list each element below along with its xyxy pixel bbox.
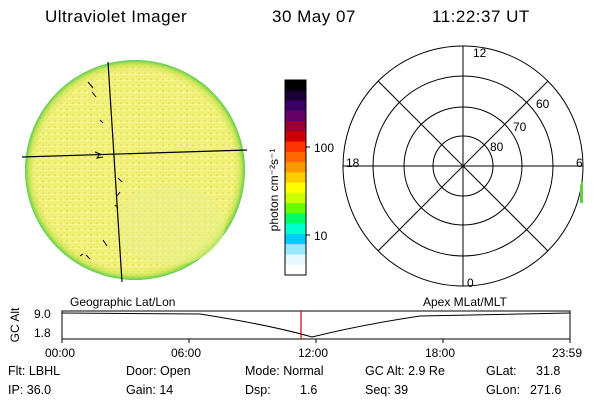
colorbar-stripe [285, 213, 306, 225]
colorbar-stripe [285, 100, 306, 112]
status-filter: Flt: LBHL [8, 364, 61, 378]
status-glat-value: 31.8 [536, 364, 561, 378]
altitude-plot-frame [61, 310, 571, 340]
time-label: 11:22:37 UT [432, 7, 530, 26]
colorbar-stripe [285, 110, 306, 122]
colorbar-stripe [285, 131, 306, 143]
y-tick-1-8: 1.8 [34, 326, 51, 340]
status-glon-label: GLon: [486, 383, 521, 397]
polar-lat-60: 60 [536, 97, 550, 111]
colorbar-tick-100: 100 [314, 141, 335, 155]
x-tick-2359: 23:59 [552, 346, 583, 360]
colorbar-tick-10: 10 [314, 229, 328, 243]
status-glat-label: GLat: [486, 364, 517, 378]
x-tick-1200: 12:00 [298, 346, 329, 360]
colorbar-stripe [285, 90, 306, 102]
earth-image-disk [21, 60, 248, 283]
x-tick-1800: 18:00 [425, 346, 456, 360]
status-gain: Gain: 14 [126, 383, 174, 397]
polar-label-12: 12 [473, 46, 487, 60]
status-glon-value: 271.6 [530, 383, 562, 397]
colorbar-stripe [285, 264, 306, 276]
latitude-line [21, 149, 248, 158]
longitude-line [107, 61, 123, 283]
colorbar-stripe [285, 162, 306, 173]
x-axis-ticks [61, 339, 571, 343]
polar-lat-80: 80 [490, 140, 504, 154]
polar-label-6: 6 [576, 156, 583, 170]
geographic-title: Geographic Lat/Lon [70, 295, 176, 309]
polar-lat-70: 70 [513, 120, 527, 134]
status-door: Door: Open [126, 364, 191, 378]
status-gc-alt: GC Alt: 2.9 Re [365, 364, 445, 378]
colorbar-stripe [285, 121, 306, 132]
polar-label-18: 18 [346, 156, 360, 170]
polar-edge-glow [580, 180, 583, 203]
colorbar-stripe [285, 80, 306, 91]
status-dsp-label: Dsp: [245, 383, 271, 397]
color-scale-bar [285, 80, 306, 276]
coastline-fragments [79, 81, 123, 260]
colorbar-stripe [285, 192, 306, 204]
colorbar-stripe [285, 151, 306, 163]
colorbar-stripe [285, 233, 306, 245]
x-tick-0600: 06:00 [171, 346, 202, 360]
status-mode: Mode: Normal [245, 364, 324, 378]
color-scale-frame [284, 79, 307, 276]
status-seq: Seq: 39 [365, 383, 409, 397]
altitude-curve [61, 312, 571, 338]
colorbar-stripe [285, 182, 306, 194]
colorbar-stripe [285, 223, 306, 235]
instrument-title: Ultraviolet Imager [45, 7, 188, 26]
colorbar-stripe [285, 254, 306, 266]
colorbar-stripe [285, 141, 306, 153]
colorbar-stripe [285, 244, 306, 255]
status-dsp-value: 1.6 [300, 383, 318, 397]
colorbar-stripe [285, 172, 306, 184]
polar-diag-line-2 [377, 80, 549, 252]
polar-label-0: 0 [467, 276, 474, 290]
colorbar-stripe [285, 203, 306, 214]
apex-title: Apex MLat/MLT [423, 295, 507, 309]
y-axis-label: GC Alt [8, 307, 22, 343]
date-label: 30 May 07 [272, 7, 356, 26]
colorbar-unit-label: photon cm⁻²s⁻¹ [267, 148, 281, 232]
x-tick-0000: 00:00 [45, 346, 76, 360]
y-tick-9: 9.0 [34, 307, 51, 321]
polar-grid [342, 45, 584, 287]
status-ip: IP: 36.0 [8, 383, 52, 397]
